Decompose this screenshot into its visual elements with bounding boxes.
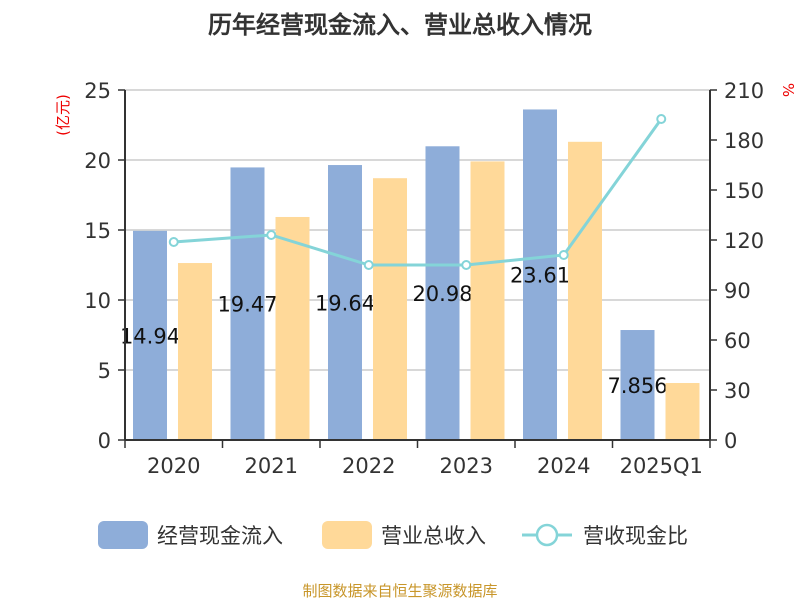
left-tick-label: 0 xyxy=(98,429,111,453)
x-tick-label: 2025Q1 xyxy=(620,454,703,478)
cash-inflow-data-label: 14.94 xyxy=(120,324,180,348)
cash-inflow-data-label: 19.64 xyxy=(315,292,375,316)
right-tick-label: 90 xyxy=(724,279,751,303)
legend-cash-inflow-swatch xyxy=(98,521,148,549)
right-tick-label: 30 xyxy=(724,379,751,403)
right-tick-label: 210 xyxy=(724,79,764,103)
x-tick-label: 2024 xyxy=(537,454,590,478)
left-axis-title: (亿元) xyxy=(54,94,72,136)
revenue-bar xyxy=(373,178,407,440)
right-tick-label: 180 xyxy=(724,129,764,153)
ratio-point xyxy=(266,230,277,240)
cash-inflow-bar xyxy=(523,109,557,441)
left-tick-label: 15 xyxy=(84,219,111,243)
revenue-bar xyxy=(275,216,310,440)
chart-title: 历年经营现金流入、营业总收入情况 xyxy=(208,11,592,39)
right-tick-label: 0 xyxy=(724,429,737,453)
revenue-bar xyxy=(568,141,602,441)
right-tick-label: 60 xyxy=(724,329,751,353)
cash-inflow-bar xyxy=(133,230,167,440)
cash-inflow-bar xyxy=(328,165,362,441)
legend-revenue-label: 营业总收入 xyxy=(381,524,486,548)
cash-inflow-bar xyxy=(425,146,460,440)
legend-revenue-swatch xyxy=(322,521,372,549)
cash-inflow-data-label: 23.61 xyxy=(510,264,570,288)
revenue-bar xyxy=(470,161,505,440)
legend-ratio-label: 营收现金比 xyxy=(583,524,688,548)
ratio-point xyxy=(461,260,472,270)
right-axis-title: % xyxy=(779,83,797,97)
right-tick-label: 150 xyxy=(724,179,764,203)
legend-cash-inflow-label: 经营现金流入 xyxy=(157,524,283,548)
x-tick-label: 2023 xyxy=(440,454,493,478)
footer-source: 制图数据来自恒生聚源数据库 xyxy=(302,582,497,600)
ratio-line xyxy=(173,118,663,267)
left-tick-label: 10 xyxy=(84,289,111,313)
ratio-point xyxy=(363,260,374,270)
revenue-bar xyxy=(665,383,700,440)
legend-ratio-marker xyxy=(535,523,559,547)
x-tick-label: 2020 xyxy=(147,454,200,478)
cash-inflow-bar xyxy=(230,167,265,441)
revenue-bar xyxy=(178,263,212,440)
x-tick-label: 2022 xyxy=(342,454,395,478)
cash-inflow-data-label: 7.856 xyxy=(607,374,667,398)
left-tick-label: 20 xyxy=(84,149,111,173)
cash-inflow-data-label: 20.98 xyxy=(412,282,472,306)
ratio-point xyxy=(168,237,179,247)
right-tick-label: 120 xyxy=(724,229,764,253)
left-tick-label: 25 xyxy=(84,79,111,103)
left-tick-label: 5 xyxy=(98,359,111,383)
x-tick-label: 2021 xyxy=(245,454,298,478)
cash-inflow-bar xyxy=(620,330,655,440)
ratio-point xyxy=(558,250,569,260)
ratio-point xyxy=(656,114,667,124)
cash-inflow-data-label: 19.47 xyxy=(217,293,277,317)
